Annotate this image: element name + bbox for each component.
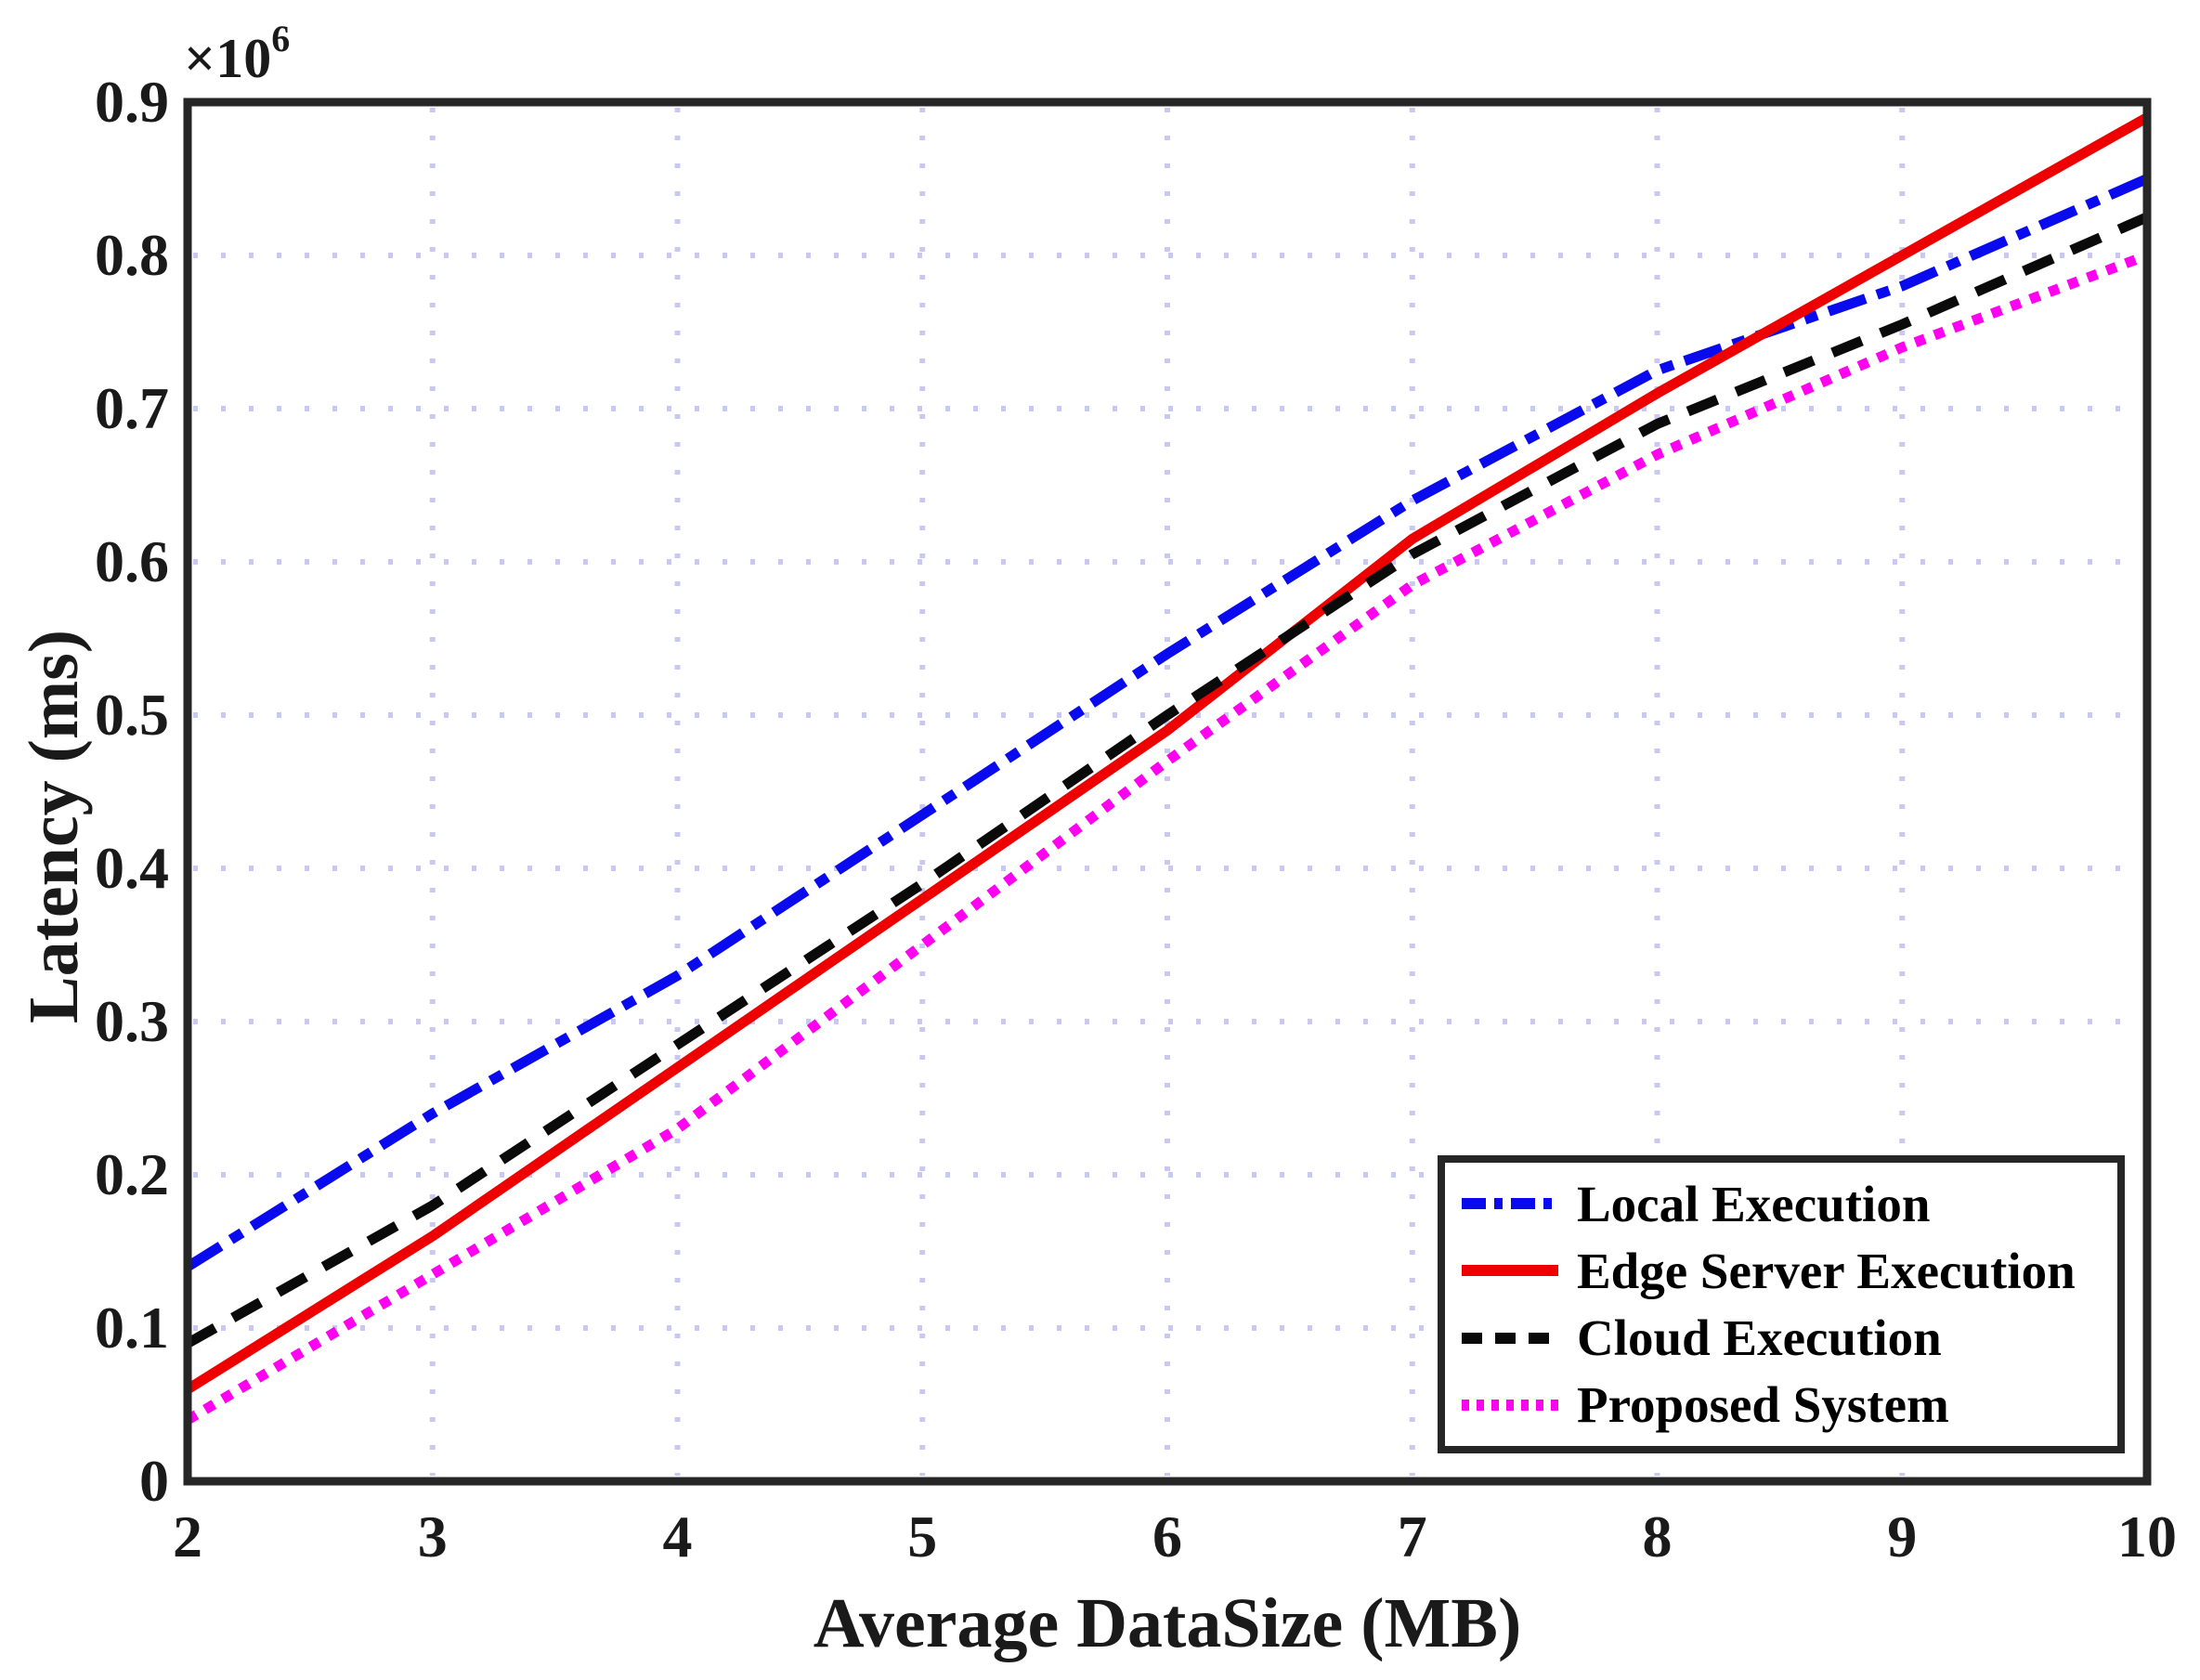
- x-tick-label-9: 9: [1887, 1504, 1918, 1569]
- offset-base: ×10: [184, 28, 272, 89]
- y-tick-label-0.4: 0.4: [95, 835, 169, 901]
- x-tick-label-8: 8: [1642, 1504, 1673, 1569]
- y-tick-label-0.2: 0.2: [95, 1141, 169, 1207]
- y-tick-label-0.1: 0.1: [95, 1295, 169, 1361]
- y-tick-label-0.7: 0.7: [95, 375, 169, 441]
- x-tick-label-6: 6: [1152, 1504, 1182, 1569]
- series-line-local-execution: [185, 174, 2150, 1271]
- x-tick-label-5: 5: [907, 1504, 938, 1569]
- y-tick-label-0.3: 0.3: [95, 988, 169, 1054]
- x-tick-label-2: 2: [173, 1504, 202, 1569]
- legend-swatch-dash-dot: [1462, 1198, 1558, 1210]
- legend-label: Proposed System: [1577, 1376, 1949, 1434]
- offset-exponent: 6: [271, 18, 291, 59]
- y-tick-label-0.6: 0.6: [95, 528, 169, 594]
- x-tick-label-10: 10: [2117, 1504, 2177, 1569]
- legend-swatch-dashed: [1462, 1332, 1558, 1344]
- series-lines: [185, 112, 2150, 1425]
- series-line-edge-server-execution: [185, 112, 2150, 1394]
- legend-label: Cloud Execution: [1577, 1309, 1942, 1367]
- legend-label: Edge Server Execution: [1577, 1242, 2076, 1299]
- series-line-cloud-execution: [185, 212, 2150, 1348]
- y-axis-offset-label: ×106: [184, 17, 290, 91]
- x-tick-label-3: 3: [417, 1504, 448, 1569]
- legend-swatch-solid: [1462, 1265, 1558, 1277]
- legend-label: Local Execution: [1577, 1175, 1931, 1232]
- legend-entry-cloud-execution: Cloud Execution: [1462, 1309, 2117, 1367]
- x-tick-label-4: 4: [662, 1504, 693, 1569]
- plot-frame: [183, 98, 2152, 1486]
- x-axis-title: Average DataSize (MB): [813, 1584, 1522, 1662]
- y-axis-title: Latency (ms): [15, 629, 93, 1024]
- y-tick-label-0.5: 0.5: [95, 682, 169, 748]
- legend-swatch-dotted: [1462, 1399, 1558, 1411]
- legend-entry-local-execution: Local Execution: [1462, 1175, 2117, 1233]
- y-tick-label-0: 0: [139, 1448, 169, 1514]
- legend-box: Local Execution Edge Server Execution Clou…: [1438, 1155, 2125, 1453]
- legend-entry-proposed-system: Proposed System: [1462, 1375, 2117, 1434]
- legend-entry-edge-server-execution: Edge Server Execution: [1462, 1242, 2117, 1300]
- y-tick-label-0.8: 0.8: [95, 222, 169, 288]
- y-tick-label-0.9: 0.9: [95, 69, 169, 135]
- x-tick-label-7: 7: [1397, 1504, 1427, 1569]
